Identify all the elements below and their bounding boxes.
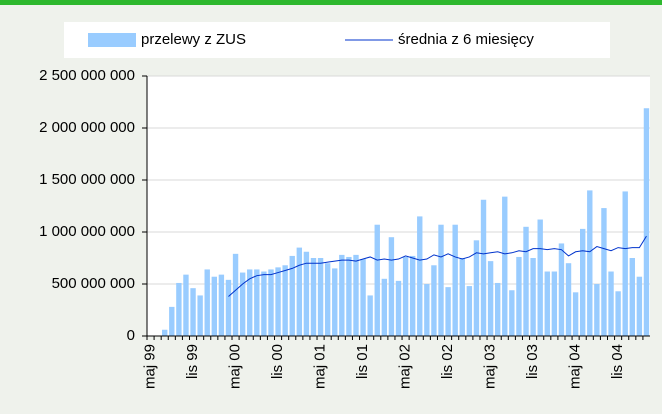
bar	[509, 290, 515, 336]
bar	[346, 256, 352, 336]
y-tick-label: 0	[127, 327, 135, 344]
bar	[162, 329, 168, 336]
bar	[374, 224, 380, 336]
bar	[480, 199, 487, 336]
bar	[417, 216, 423, 336]
bar	[558, 243, 565, 336]
bar	[530, 258, 536, 336]
x-tick-label: maj 04	[567, 344, 584, 389]
y-tick-label: 1 500 000 000	[39, 171, 135, 188]
bar	[608, 271, 614, 336]
bar	[516, 256, 522, 336]
bar	[211, 276, 217, 336]
bar	[232, 253, 239, 336]
x-tick-label: lis 04	[609, 344, 626, 379]
bar	[367, 295, 373, 336]
legend-label: przelewy z ZUS	[141, 31, 246, 48]
bar	[310, 258, 317, 336]
bar	[629, 258, 635, 336]
bar	[487, 261, 494, 336]
x-tick-label: lis 03	[524, 344, 541, 379]
x-tick-label: maj 03	[482, 344, 499, 389]
bar	[339, 254, 345, 336]
bar	[169, 306, 175, 336]
bar	[204, 269, 210, 336]
bar	[643, 108, 650, 337]
bar	[424, 284, 430, 336]
line	[228, 235, 647, 297]
bar	[572, 292, 579, 336]
x-tick-label: lis 99	[184, 344, 201, 379]
bar	[190, 288, 196, 336]
y-tick-label: 1 000 000 000	[39, 223, 135, 240]
bar	[544, 271, 550, 336]
bar	[551, 271, 558, 336]
x-tick-label: lis 01	[354, 344, 371, 379]
y-tick-label: 2 500 000 000	[39, 67, 135, 84]
bar	[402, 256, 409, 336]
bar	[622, 191, 628, 336]
bar	[615, 291, 621, 336]
bar	[409, 255, 416, 336]
x-tick-label: maj 02	[397, 344, 414, 389]
bar	[254, 269, 260, 336]
legend-label: średnia z 6 miesięcy	[398, 31, 534, 48]
bar	[452, 224, 458, 336]
bar	[317, 258, 324, 336]
bar	[494, 282, 501, 336]
bar	[282, 265, 288, 336]
bar	[360, 259, 366, 336]
bar	[594, 284, 600, 336]
bar	[261, 271, 267, 336]
bar	[239, 272, 246, 336]
x-tick-label: maj 01	[312, 344, 329, 389]
x-tick-label: lis 00	[269, 344, 286, 379]
bar	[247, 269, 253, 336]
bar	[388, 237, 395, 336]
y-tick-label: 500 000 000	[52, 275, 135, 292]
bar	[395, 280, 402, 336]
bar	[431, 265, 437, 336]
bar	[176, 282, 182, 336]
bar	[303, 251, 310, 336]
x-tick-label: lis 02	[439, 344, 456, 379]
bar	[438, 224, 444, 336]
bar	[197, 295, 203, 336]
bar	[537, 219, 543, 336]
bar	[445, 287, 451, 336]
bar	[296, 247, 303, 336]
bar	[523, 226, 529, 336]
y-tick-label: 2 000 000 000	[39, 119, 135, 136]
bar	[459, 258, 465, 336]
bar	[268, 269, 274, 336]
bar	[466, 286, 473, 336]
bar	[275, 267, 281, 336]
bar	[502, 196, 508, 336]
bar	[580, 228, 586, 336]
top-bar	[0, 0, 662, 5]
bar	[183, 274, 189, 336]
legend-box	[64, 22, 610, 58]
x-tick-label: maj 00	[227, 344, 244, 389]
bar	[332, 268, 338, 336]
x-tick-label: maj 99	[142, 344, 159, 389]
bar	[565, 263, 572, 336]
bar	[218, 274, 225, 336]
bar	[225, 279, 232, 336]
legend-swatch	[88, 33, 136, 47]
bar	[636, 276, 643, 336]
bar	[587, 190, 593, 336]
bar	[381, 278, 388, 336]
bar	[473, 240, 480, 336]
bar	[289, 255, 295, 336]
bar	[601, 208, 607, 336]
bar	[324, 263, 331, 336]
bar	[353, 254, 359, 336]
